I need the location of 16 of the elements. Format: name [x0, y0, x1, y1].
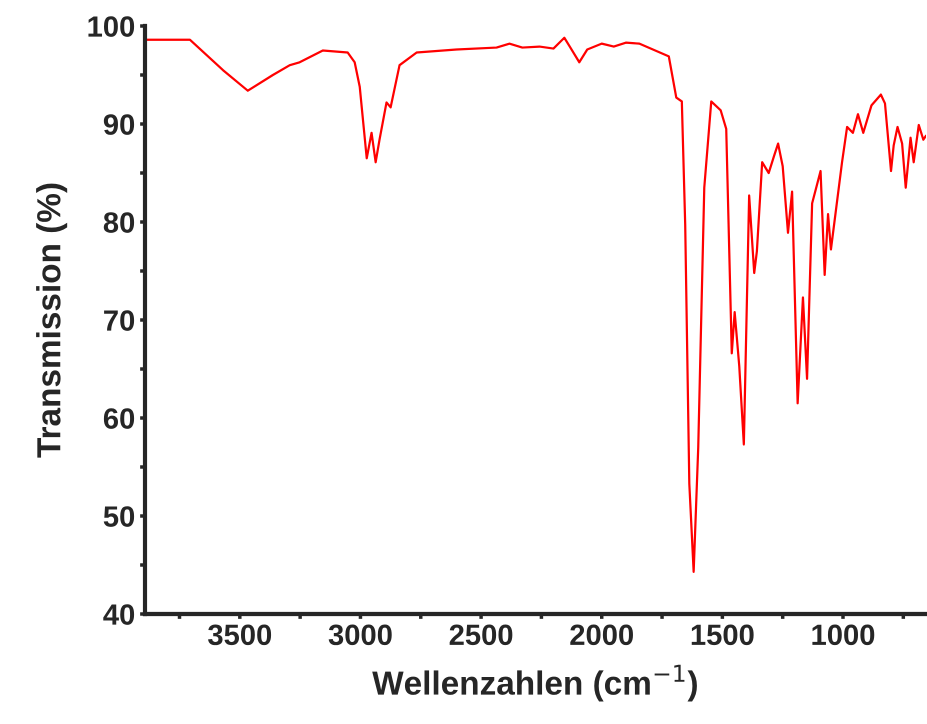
x-tick-label: 2000 — [570, 624, 633, 646]
x-tick-label: 3500 — [208, 624, 272, 646]
x-tick-label: 1000 — [812, 624, 874, 646]
line-series — [145, 36, 926, 573]
x-tick-label: 2500 — [450, 624, 512, 646]
y-tick-label: 90 — [104, 114, 134, 135]
y-axis-title: Transmission (%) — [36, 184, 68, 458]
x-tick-label: 3000 — [328, 624, 392, 646]
x-tick-label: 1500 — [692, 624, 754, 646]
y-tick-label: 50 — [104, 506, 134, 527]
y-tick-label: 40 — [103, 604, 134, 625]
y-tick-label: 80 — [104, 212, 134, 233]
y-tick-label: 70 — [104, 310, 134, 331]
y-tick-label: 60 — [104, 408, 134, 429]
y-tick-label: 100 — [88, 16, 134, 37]
x-axis-title: Wellenzahlen (cm$^{−1}$) — [372, 664, 697, 702]
